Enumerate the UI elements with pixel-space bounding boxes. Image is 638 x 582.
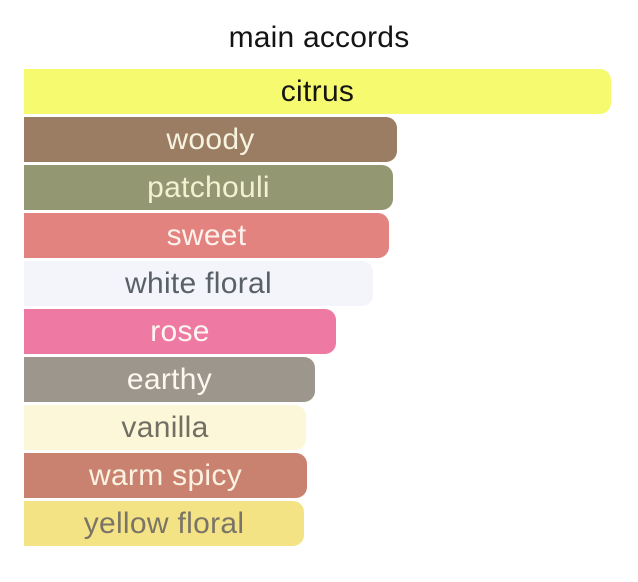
accord-bar-sweet: sweet <box>24 213 389 258</box>
accord-bar-earthy: earthy <box>24 357 315 402</box>
accord-label: patchouli <box>147 170 270 204</box>
accord-label: earthy <box>126 362 213 396</box>
accord-bar-woody: woody <box>24 117 397 162</box>
accord-label: warm spicy <box>88 458 242 492</box>
accord-bar-white-floral: white floral <box>24 261 373 306</box>
accord-label: woody <box>166 122 255 156</box>
accord-bar-citrus: citrus <box>24 69 611 114</box>
accord-bar-patchouli: patchouli <box>24 165 393 210</box>
accord-bar-rose: rose <box>24 309 336 354</box>
accord-label: sweet <box>166 218 247 252</box>
accords-list: citrus woody patchouli sweet white flora… <box>0 69 638 546</box>
accord-bar-yellow-floral: yellow floral <box>24 501 304 546</box>
accords-title: main accords <box>228 21 410 54</box>
accord-bar-vanilla: vanilla <box>24 405 306 450</box>
accord-label: citrus <box>280 74 355 108</box>
accord-bar-warm-spicy: warm spicy <box>24 453 307 498</box>
accord-label: rose <box>150 314 210 348</box>
accord-label: yellow floral <box>83 506 245 540</box>
accord-label: white floral <box>125 266 272 300</box>
accord-label: vanilla <box>121 410 209 444</box>
